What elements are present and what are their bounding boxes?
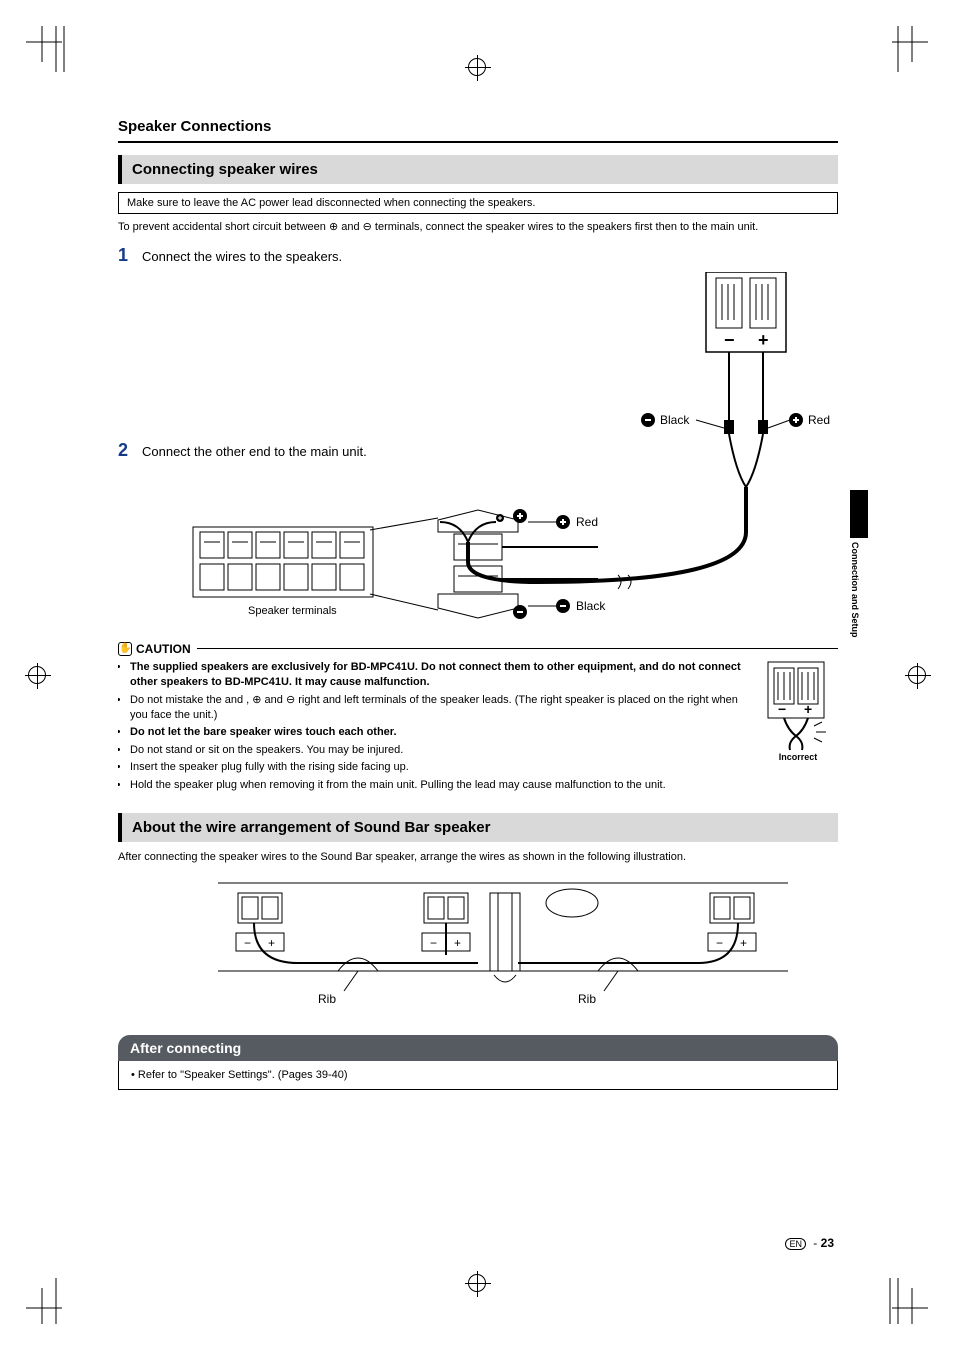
caution-item: Do not mistake the and , ⊕ and ⊖ right a…: [130, 693, 838, 724]
svg-text:+: +: [268, 936, 275, 950]
svg-text:Black: Black: [576, 599, 606, 613]
svg-text:Rib: Rib: [578, 992, 596, 1006]
svg-text:Black: Black: [660, 413, 690, 427]
step-2-number: 2: [118, 440, 142, 461]
intro-text: To prevent accidental short circuit betw…: [118, 220, 838, 235]
note-box: Make sure to leave the AC power lead dis…: [118, 192, 838, 214]
svg-text:−: −: [716, 936, 723, 950]
svg-text:−: −: [778, 701, 786, 717]
after-connecting-text: Refer to "Speaker Settings". (Pages 39-4…: [138, 1069, 348, 1081]
svg-text:Rib: Rib: [318, 992, 336, 1006]
after-connecting-box: • Refer to "Speaker Settings". (Pages 39…: [118, 1061, 838, 1090]
side-tab: Connection and Setup: [850, 490, 868, 640]
page-number: EN - 23: [785, 1236, 834, 1250]
crop-mark-tr: [878, 26, 928, 76]
crop-mark-bl: [26, 1274, 76, 1324]
diagram-speaker-wires: − + Black Red: [118, 272, 838, 632]
page-num-value: 23: [821, 1236, 834, 1250]
caution-label: CAUTION: [136, 642, 191, 656]
caution-item: Do not stand or sit on the speakers. You…: [130, 743, 838, 758]
registration-mark-bottom: [468, 1274, 486, 1292]
banner-wire-arrangement: About the wire arrangement of Sound Bar …: [118, 813, 838, 842]
caution-item: The supplied speakers are exclusively fo…: [130, 660, 838, 691]
diagram-sound-bar: − + − + − +: [118, 875, 838, 1025]
caution-item: Do not let the bare speaker wires touch …: [130, 725, 838, 740]
registration-mark-right: [908, 666, 926, 684]
banner2-text: After connecting the speaker wires to th…: [118, 850, 838, 865]
caution-header: ✋ CAUTION: [118, 642, 838, 656]
crop-mark-tl: [26, 26, 76, 76]
title-rule: [118, 141, 838, 143]
caution-item: Hold the speaker plug when removing it f…: [130, 778, 838, 793]
incorrect-illustration: − + Incorrect: [758, 660, 838, 762]
svg-text:+: +: [758, 330, 769, 350]
after-connecting-banner: After connecting: [118, 1035, 838, 1061]
caution-item: Insert the speaker plug fully with the r…: [130, 760, 838, 775]
caution-hand-icon: ✋: [118, 642, 132, 656]
caution-list: The supplied speakers are exclusively fo…: [118, 660, 838, 793]
side-tab-label: Connection and Setup: [850, 542, 860, 638]
crop-mark-br: [878, 1274, 928, 1324]
svg-text:+: +: [804, 701, 812, 717]
registration-mark-top: [468, 58, 486, 76]
incorrect-label: Incorrect: [758, 752, 838, 762]
svg-text:Red: Red: [576, 515, 598, 529]
svg-text:+: +: [740, 936, 747, 950]
page-lang: EN: [785, 1238, 806, 1250]
step-2-text: Connect the other end to the main unit.: [142, 444, 367, 459]
section-title: Speaker Connections: [118, 118, 838, 135]
svg-text:−: −: [244, 936, 251, 950]
svg-text:Red: Red: [808, 413, 830, 427]
registration-mark-left: [28, 666, 46, 684]
step-1-text: Connect the wires to the speakers.: [142, 249, 342, 264]
svg-text:Speaker terminals: Speaker terminals: [248, 605, 337, 617]
svg-text:−: −: [430, 936, 437, 950]
svg-text:−: −: [724, 330, 735, 350]
step-1: 1 Connect the wires to the speakers.: [118, 245, 838, 266]
step-1-number: 1: [118, 245, 142, 266]
svg-text:+: +: [454, 936, 461, 950]
step-2: 2 Connect the other end to the main unit…: [118, 440, 367, 461]
banner-connecting-wires: Connecting speaker wires: [118, 155, 838, 184]
